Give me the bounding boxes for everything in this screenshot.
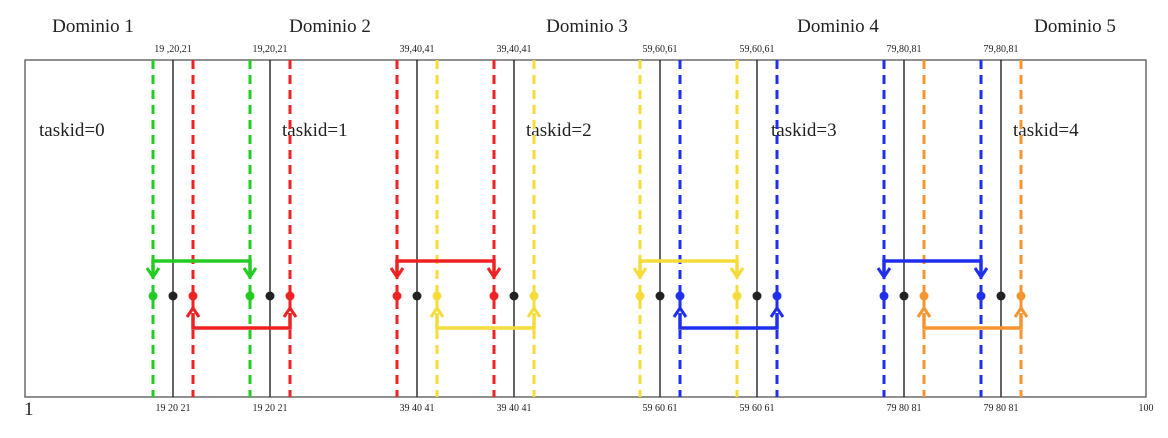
boundary-point [996,291,1006,301]
ghost-point [976,291,986,301]
exchange-arrow-lower [191,313,292,330]
boundary-point [752,291,762,301]
arrow-head [769,305,785,318]
ghost-point [148,291,158,301]
index-label-bottom: 59 60 61 [740,403,775,414]
arrow-head [729,267,745,280]
index-label-top: 19 ,20,21 [154,44,192,55]
index-label-top: 19,20,21 [253,44,288,55]
ghost-point [529,291,539,301]
arrow-head [145,267,161,280]
arrow-head [973,267,989,280]
arrow-head [1013,305,1029,318]
ghost-point [489,291,499,301]
ghost-point [675,291,685,301]
exchange-arrow-upper [882,259,983,272]
index-label-top: 39,40,41 [400,44,435,55]
ghost-point [879,291,889,301]
task-label: taskid=0 [39,120,105,141]
arrow-head [282,305,298,318]
ghost-point [432,291,442,301]
arrow-head [526,305,542,318]
index-label-bottom: 39 40 41 [497,403,532,414]
domain-frame [24,59,1147,398]
index-label-bottom: 19 20 21 [253,403,288,414]
ghost-point [188,291,198,301]
diagram-content: Dominio 1 taskid=0 Dominio 2 taskid=1 Domini… [24,16,1154,420]
index-label-bottom: 19 20 21 [156,403,191,414]
domain-title: Dominio 4 [797,16,879,37]
ghost-point [245,291,255,301]
arrow-head [185,305,201,318]
index-label-bottom: 79 80 81 [984,403,1019,414]
axis-end-label: 100 [1139,403,1154,414]
axis-start-label: 1 [24,399,34,420]
arrow-head [876,267,892,280]
task-label: taskid=1 [282,120,348,141]
index-label-bottom: 39 40 41 [400,403,435,414]
ghost-point [1016,291,1026,301]
index-label-top: 79,80,81 [984,44,1019,55]
domain-title: Dominio 5 [1034,16,1116,37]
domain-title: Dominio 1 [52,16,134,37]
exchange-arrow-upper [395,259,496,272]
arrow-head [486,267,502,280]
domain-title: Dominio 3 [546,16,628,37]
arrow-head [916,305,932,318]
boundary-point [265,291,275,301]
exchange-arrow-lower [435,313,536,330]
boundary-point [655,291,665,301]
exchange-arrow-upper [151,259,252,272]
ghost-point [285,291,295,301]
exchange-arrow-lower [922,313,1023,330]
index-label-bottom: 79 80 81 [887,403,922,414]
index-label-top: 39,40,41 [497,44,532,55]
ghost-point [635,291,645,301]
arrow-head [389,267,405,280]
arrow-head [242,267,258,280]
arrow-head [429,305,445,318]
boundary-point [509,291,519,301]
boundary-point [412,291,422,301]
ghost-point [392,291,402,301]
boundary-point [168,291,178,301]
task-label: taskid=4 [1013,120,1079,141]
ghost-point [919,291,929,301]
index-label-top: 79,80,81 [887,44,922,55]
task-label: taskid=2 [526,120,592,141]
index-label-bottom: 59 60 61 [643,403,678,414]
index-label-top: 59,60,61 [643,44,678,55]
arrow-head [632,267,648,280]
arrow-head [672,305,688,318]
task-label: taskid=3 [771,120,837,141]
index-label-top: 59,60,61 [740,44,775,55]
ghost-point [732,291,742,301]
domain-title: Dominio 2 [289,16,371,37]
exchange-arrow-lower [678,313,779,330]
exchange-arrow-upper [638,259,739,272]
boundary-point [899,291,909,301]
ghost-point [772,291,782,301]
